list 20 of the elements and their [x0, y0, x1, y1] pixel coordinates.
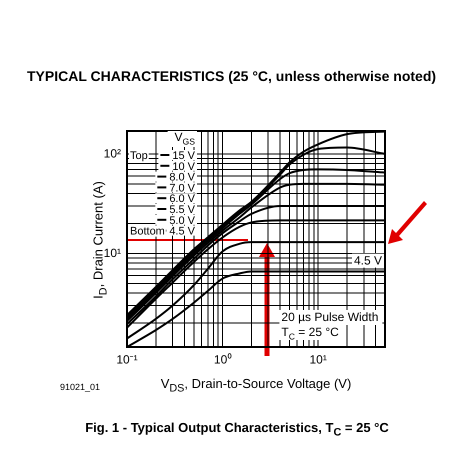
- legend-label: 4.5 V: [169, 226, 196, 238]
- annotation: Bottom: [130, 226, 165, 238]
- text: 91021_01: [60, 382, 100, 392]
- legend-label: 5.0 V: [169, 214, 196, 227]
- legend-label: 15 V: [172, 150, 196, 162]
- legend-label: 7.0 V: [169, 182, 196, 194]
- x-tick-label: 10⁰: [214, 352, 232, 367]
- x-tick-label: 10⁻¹: [116, 352, 138, 367]
- x-tick-label: 10¹: [310, 352, 327, 367]
- legend-label: 5.5 V: [169, 204, 196, 216]
- annotation: 4.5 V: [354, 254, 382, 268]
- y-tick-label: 10²: [104, 146, 122, 160]
- legend-label: 8.0 V: [169, 172, 196, 184]
- legend-label: 6.0 V: [169, 193, 196, 206]
- legend-label: 10 V: [172, 160, 196, 173]
- annotation: Top: [130, 150, 148, 162]
- text: Fig. 1 - Typical Output Characteristics, T$_{C}$ = 25 °C: [84, 420, 390, 439]
- text: TYPICAL CHARACTERISTICS (25 °C, unless otherwise noted): [27, 68, 436, 84]
- annotation: 20 µs Pulse Width: [281, 310, 378, 324]
- x-axis-title: V$_{DS}$, Drain-to-Source Voltage (V): [160, 376, 352, 395]
